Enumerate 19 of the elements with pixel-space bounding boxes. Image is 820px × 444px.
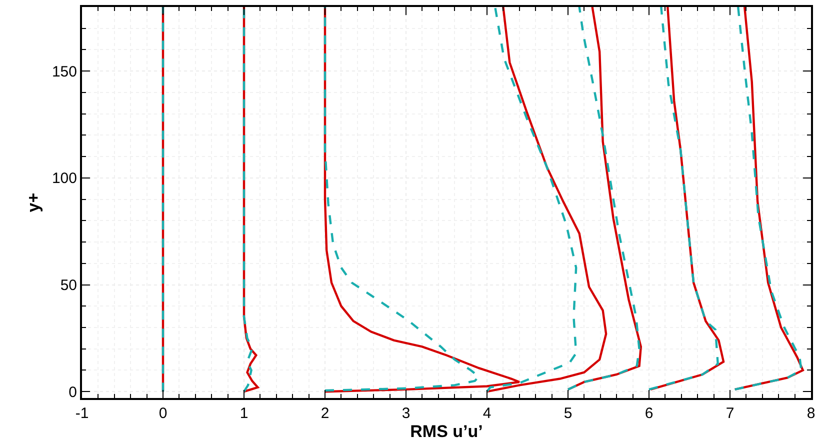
x-tick-label: 0: [158, 405, 168, 422]
x-axis-title: RMS u’u’: [410, 422, 483, 441]
y-tick-label: 0: [68, 384, 77, 401]
y-axis-title: y+: [24, 192, 44, 212]
x-tick-label: 1: [240, 405, 248, 422]
y-tick-label: 100: [52, 170, 77, 188]
y-tick-label: 150: [52, 63, 77, 80]
x-tick-label: 8: [806, 405, 816, 422]
x-tick-label: 4: [482, 405, 492, 422]
x-tick-label: -1: [75, 405, 89, 422]
x-tick-label: 5: [564, 405, 572, 422]
x-tick-label: 2: [320, 405, 330, 422]
line-series: [324, 7, 480, 392]
x-tick-label: 7: [726, 405, 734, 422]
x-tick-label: 3: [402, 405, 410, 422]
y-tick-label: 50: [60, 277, 77, 294]
line-series: [242, 7, 254, 393]
x-tick-label: 6: [644, 405, 654, 422]
line-series: [486, 7, 578, 393]
